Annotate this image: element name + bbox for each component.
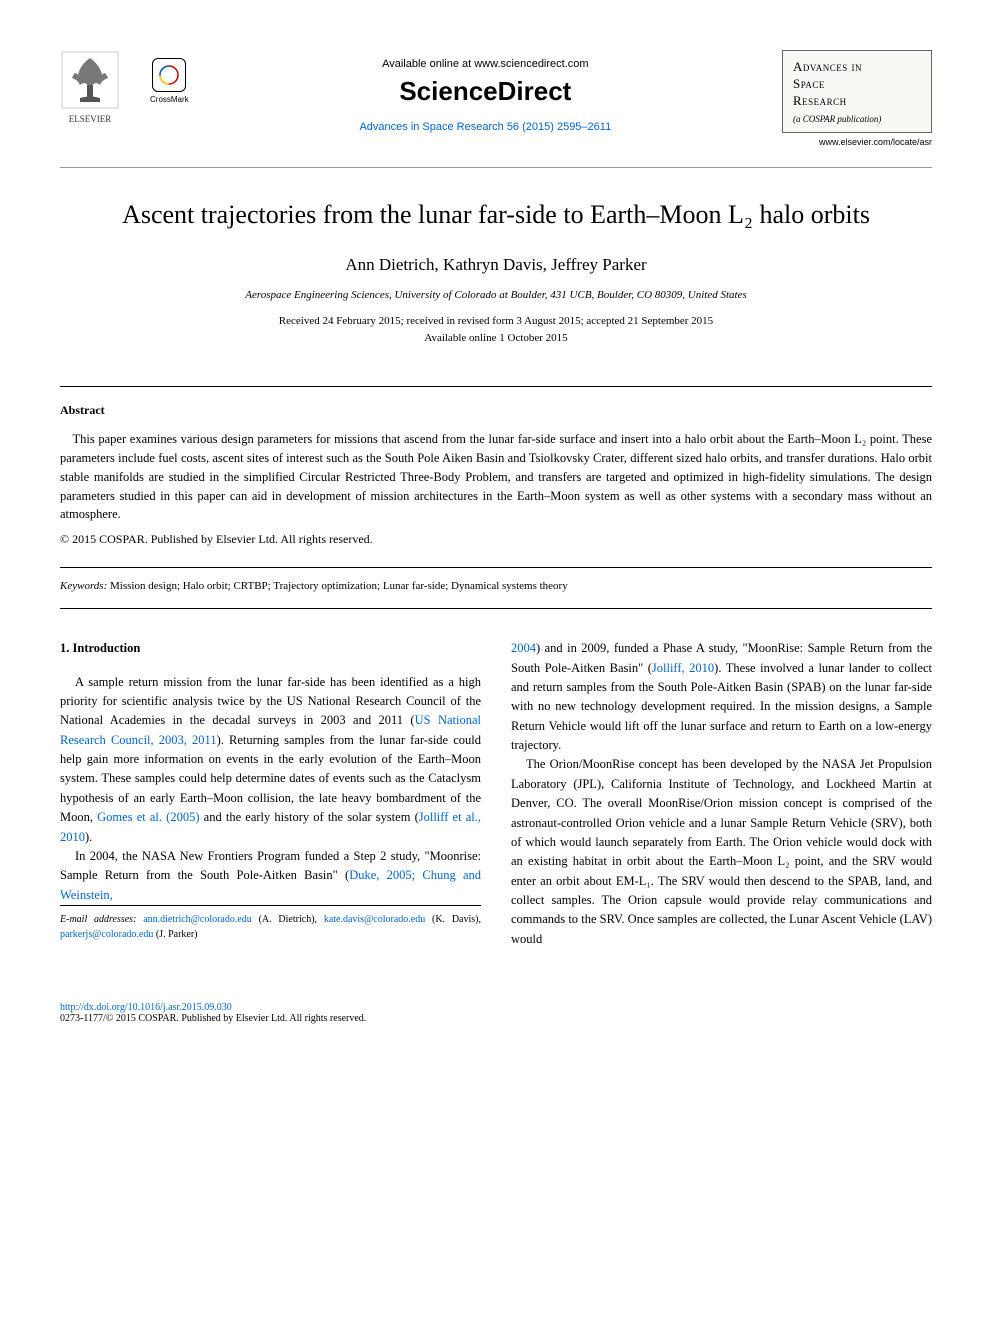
article-header: ELSEVIER CrossMark Available online at w…: [60, 50, 932, 168]
journal-name: Advances in Space Research: [793, 59, 921, 110]
keywords: Keywords: Mission design; Halo orbit; CR…: [60, 580, 932, 592]
paragraph: 2004) and in 2009, funded a Phase A stud…: [511, 639, 932, 755]
elsevier-tree-icon: [60, 50, 120, 110]
keywords-label: Keywords:: [60, 580, 107, 592]
doi-link[interactable]: http://dx.doi.org/10.1016/j.asr.2015.09.…: [60, 1002, 932, 1013]
elsevier-logo[interactable]: ELSEVIER: [60, 50, 120, 124]
abstract-section: Abstract This paper examines various des…: [60, 386, 932, 568]
cospar-text: (a COSPAR publication): [793, 114, 921, 124]
footer-copyright: 0273-1177/© 2015 COSPAR. Published by El…: [60, 1013, 932, 1024]
column-right: 2004) and in 2009, funded a Phase A stud…: [511, 639, 932, 982]
crossmark-icon: [152, 58, 186, 92]
sciencedirect-logo[interactable]: ScienceDirect: [189, 76, 782, 107]
header-right-wrap: Advances in Space Research (a COSPAR pub…: [782, 50, 932, 147]
crossmark-badge[interactable]: CrossMark: [150, 58, 189, 104]
abstract-label: Abstract: [60, 403, 932, 418]
abstract-text: This paper examines various design param…: [60, 430, 932, 524]
email-link[interactable]: ann.dietrich@colorado.edu: [143, 914, 252, 925]
header-center: Available online at www.sciencedirect.co…: [189, 50, 782, 133]
journal-box: Advances in Space Research (a COSPAR pub…: [782, 50, 932, 133]
body-columns: 1. Introduction A sample return mission …: [60, 639, 932, 982]
abstract-copyright: © 2015 COSPAR. Published by Elsevier Ltd…: [60, 532, 932, 547]
section-heading: 1. Introduction: [60, 639, 481, 658]
citation-link[interactable]: Advances in Space Research 56 (2015) 259…: [189, 121, 782, 133]
elsevier-label: ELSEVIER: [69, 114, 112, 124]
email-block: E-mail addresses: ann.dietrich@colorado.…: [60, 905, 481, 942]
paragraph: A sample return mission from the lunar f…: [60, 673, 481, 847]
ref-link[interactable]: 2004: [511, 641, 536, 655]
email-link[interactable]: kate.davis@colorado.edu: [324, 914, 425, 925]
crossmark-label: CrossMark: [150, 95, 189, 104]
available-online-text: Available online at www.sciencedirect.co…: [189, 58, 782, 70]
article-dates: Received 24 February 2015; received in r…: [60, 313, 932, 346]
header-left: ELSEVIER CrossMark: [60, 50, 189, 124]
paragraph: The Orion/MoonRise concept has been deve…: [511, 755, 932, 949]
keywords-text: Mission design; Halo orbit; CRTBP; Traje…: [107, 580, 567, 592]
paragraph: In 2004, the NASA New Frontiers Program …: [60, 847, 481, 905]
journal-url[interactable]: www.elsevier.com/locate/asr: [782, 137, 932, 147]
authors: Ann Dietrich, Kathryn Davis, Jeffrey Par…: [60, 255, 932, 275]
footer: http://dx.doi.org/10.1016/j.asr.2015.09.…: [60, 1002, 932, 1024]
affiliation: Aerospace Engineering Sciences, Universi…: [60, 289, 932, 301]
article-title: Ascent trajectories from the lunar far-s…: [100, 198, 892, 232]
email-link[interactable]: parkerjs@colorado.edu: [60, 929, 153, 940]
ref-link[interactable]: Gomes et al. (2005): [97, 810, 199, 824]
keywords-section: Keywords: Mission design; Halo orbit; CR…: [60, 580, 932, 609]
email-label: E-mail addresses:: [60, 914, 136, 925]
ref-link[interactable]: Jolliff, 2010: [652, 661, 714, 675]
column-left: 1. Introduction A sample return mission …: [60, 639, 481, 982]
